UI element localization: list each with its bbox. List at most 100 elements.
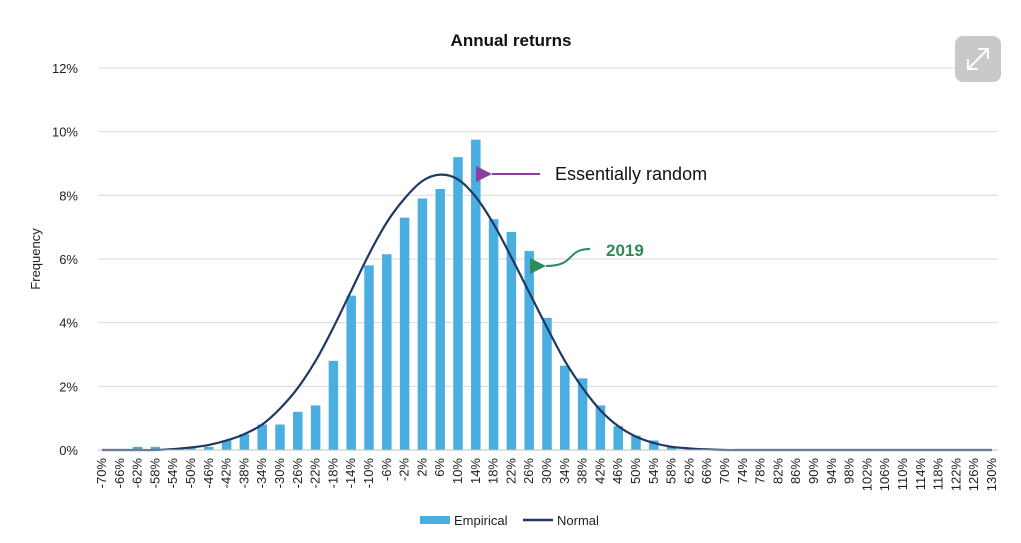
y-axis-label: Frequency bbox=[28, 228, 43, 290]
x-tick-label: -18% bbox=[325, 458, 340, 489]
gridlines bbox=[98, 67, 998, 387]
y-axis-ticks: 0% 2% 4% 6% 8% 10% 12% bbox=[52, 61, 78, 458]
x-tick-label: 114% bbox=[913, 458, 928, 491]
annotation-essentially-random: Essentially random bbox=[555, 164, 707, 184]
chart-title: Annual returns bbox=[451, 31, 572, 50]
x-tick-label: 58% bbox=[664, 458, 679, 484]
y-tick-label: 12% bbox=[52, 61, 78, 76]
x-tick-label: 110% bbox=[895, 458, 910, 491]
x-tick-label: -22% bbox=[308, 458, 323, 489]
x-tick-label: -58% bbox=[147, 458, 162, 489]
x-tick-label: 30% bbox=[539, 458, 554, 484]
x-tick-label: -70% bbox=[94, 458, 109, 489]
empirical-bar bbox=[595, 405, 606, 450]
x-tick-label: 66% bbox=[699, 458, 714, 484]
empirical-bar bbox=[328, 360, 339, 450]
empirical-bar bbox=[666, 446, 677, 450]
x-tick-label: 50% bbox=[628, 458, 643, 484]
empirical-bar bbox=[346, 295, 356, 450]
x-tick-label: -54% bbox=[165, 458, 180, 489]
empirical-bar bbox=[239, 434, 250, 450]
expand-button[interactable] bbox=[955, 36, 1001, 82]
x-tick-label: 106% bbox=[877, 458, 892, 492]
empirical-bar bbox=[560, 365, 570, 450]
x-tick-label: -66% bbox=[112, 458, 127, 489]
x-tick-label: 118% bbox=[931, 458, 946, 491]
x-tick-label: -42% bbox=[219, 458, 234, 489]
annotation-arrow-2019 bbox=[529, 248, 591, 275]
empirical-bar bbox=[257, 424, 267, 450]
empirical-bar bbox=[293, 411, 303, 450]
empirical-bar bbox=[524, 251, 534, 450]
x-tick-label: -26% bbox=[290, 458, 305, 489]
x-tick-label: 14% bbox=[468, 458, 483, 484]
empirical-bar bbox=[150, 446, 161, 450]
y-tick-label: 2% bbox=[59, 379, 78, 394]
x-tick-label: 34% bbox=[557, 458, 572, 484]
x-tick-label: 54% bbox=[646, 458, 661, 484]
x-tick-label: 86% bbox=[788, 458, 803, 484]
empirical-bar bbox=[275, 424, 285, 450]
empirical-bar bbox=[382, 254, 392, 450]
empirical-bar bbox=[613, 426, 623, 451]
x-tick-label: 46% bbox=[610, 458, 625, 484]
legend: Empirical Normal bbox=[420, 513, 599, 528]
x-tick-label: 102% bbox=[859, 458, 874, 492]
x-tick-label: 90% bbox=[806, 458, 821, 484]
empirical-bar bbox=[453, 157, 463, 450]
x-tick-label: 42% bbox=[592, 458, 607, 484]
y-tick-label: 4% bbox=[59, 316, 78, 331]
x-tick-label: 98% bbox=[842, 458, 857, 484]
x-tick-label: -62% bbox=[130, 458, 145, 489]
x-tick-label: 10% bbox=[450, 458, 465, 484]
x-tick-label: 74% bbox=[735, 458, 750, 484]
x-tick-label: 38% bbox=[575, 458, 590, 484]
annotation-2019: 2019 bbox=[606, 241, 644, 260]
empirical-bar bbox=[364, 265, 374, 450]
y-tick-label: 6% bbox=[59, 252, 78, 267]
empirical-bars bbox=[132, 139, 712, 451]
x-tick-label: -2% bbox=[397, 458, 412, 482]
x-axis-ticks: -70% -66% -62% -58% -54% -50% -46% -42% -38% -34%… bbox=[94, 458, 999, 492]
x-tick-label: 6% bbox=[432, 458, 447, 477]
x-tick-label: -30% bbox=[272, 458, 287, 489]
x-tick-label: 22% bbox=[503, 458, 518, 484]
empirical-bar bbox=[399, 217, 410, 450]
legend-label-empirical: Empirical bbox=[454, 513, 508, 528]
x-tick-label: 2% bbox=[414, 458, 429, 477]
x-tick-label: -50% bbox=[183, 458, 198, 489]
x-tick-label: -10% bbox=[361, 458, 376, 489]
x-tick-label: 82% bbox=[770, 458, 785, 484]
x-tick-label: -6% bbox=[379, 458, 394, 482]
empirical-bar bbox=[542, 317, 552, 450]
x-tick-label: 62% bbox=[681, 458, 696, 484]
legend-label-normal: Normal bbox=[557, 513, 599, 528]
x-tick-label: 78% bbox=[753, 458, 768, 484]
x-tick-label: -46% bbox=[201, 458, 216, 489]
empirical-bar bbox=[649, 440, 659, 450]
y-tick-label: 10% bbox=[52, 125, 78, 140]
empirical-bar bbox=[577, 378, 588, 451]
empirical-bar bbox=[417, 198, 428, 450]
x-tick-label: -38% bbox=[236, 458, 251, 489]
x-tick-label: 126% bbox=[966, 458, 981, 492]
legend-swatch-empirical bbox=[420, 516, 450, 524]
y-tick-label: 0% bbox=[59, 443, 78, 458]
empirical-bar bbox=[488, 219, 499, 450]
x-tick-label: 94% bbox=[824, 458, 839, 484]
empirical-bar bbox=[310, 405, 321, 450]
empirical-bar bbox=[506, 231, 517, 450]
empirical-bar bbox=[631, 435, 641, 450]
x-tick-label: -14% bbox=[343, 458, 358, 489]
empirical-bar bbox=[204, 446, 214, 450]
x-tick-label: 18% bbox=[486, 458, 501, 484]
empirical-bar bbox=[132, 446, 143, 450]
x-tick-label: 130% bbox=[984, 458, 999, 492]
empirical-bar bbox=[471, 139, 481, 451]
empirical-bar bbox=[435, 188, 445, 450]
expand-icon bbox=[967, 48, 989, 70]
x-tick-label: 122% bbox=[948, 458, 963, 492]
y-tick-label: 8% bbox=[59, 188, 78, 203]
x-tick-label: -34% bbox=[254, 458, 269, 489]
